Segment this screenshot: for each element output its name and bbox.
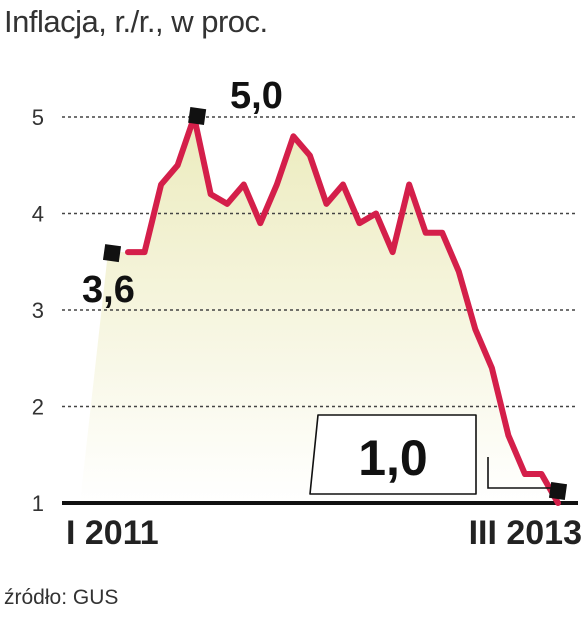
y-tick-label: 3: [32, 298, 44, 323]
grid-layer: [62, 116, 578, 505]
line-layer: [125, 114, 561, 506]
y-tick-label: 5: [32, 105, 44, 130]
start-marker: [102, 244, 122, 263]
tick-layer: 1 2 3 4 5 I 2011 III 2013: [32, 105, 582, 552]
area-layer: [80, 117, 558, 503]
callout-connector: [487, 457, 553, 489]
y-tick-label: 1: [32, 491, 44, 516]
y-tick-label: 4: [32, 202, 44, 227]
area-fill: [80, 117, 558, 503]
end-marker: [548, 481, 568, 501]
source-note: źródło: GUS: [4, 586, 119, 609]
callout-box: [309, 414, 477, 495]
y-tick-label: 2: [32, 395, 44, 420]
x-tick-label: I 2011: [66, 514, 159, 552]
chart-title: Inflacja, r./r., w proc.: [4, 4, 268, 39]
start-value-label: 3,6: [82, 269, 135, 311]
series-line: [125, 114, 561, 506]
annotation-layer: 3,6 5,0 1,0: [82, 75, 568, 501]
end-value-label: 1,0: [358, 430, 428, 486]
peak-value-label: 5,0: [230, 75, 283, 117]
x-tick-label: III 2013: [469, 514, 582, 552]
peak-marker: [188, 106, 207, 126]
